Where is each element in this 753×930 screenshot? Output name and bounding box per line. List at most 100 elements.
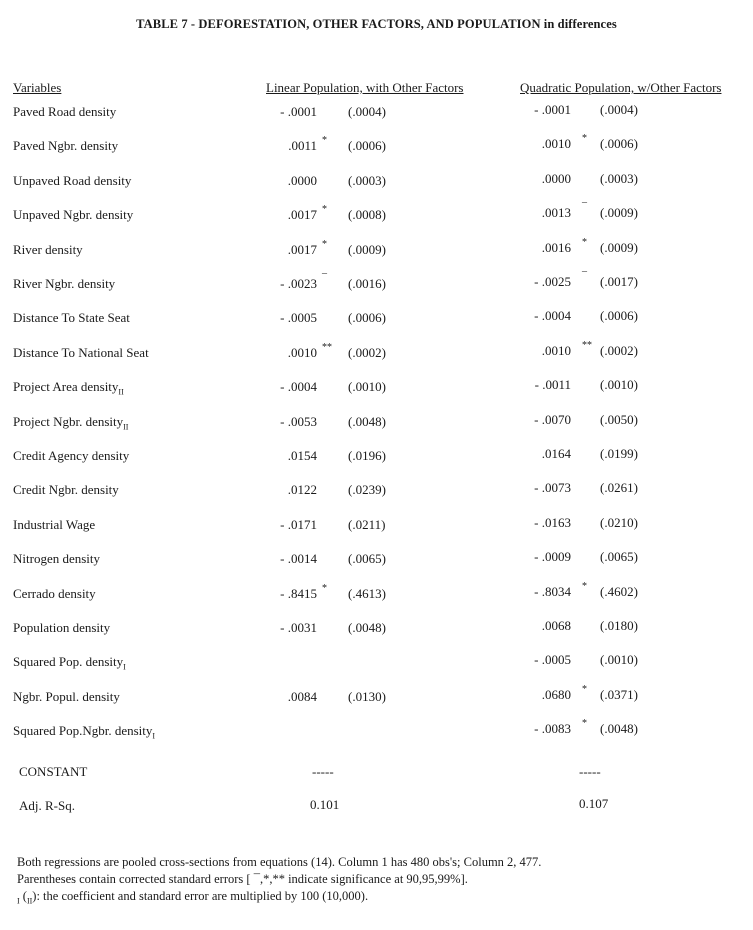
rsq-col1: 0.101: [310, 797, 340, 812]
variable-name: Industrial Wage: [13, 516, 96, 532]
variable-label: Squared Pop. densityI: [13, 654, 126, 672]
variable-label: River Ngbr. density: [13, 276, 115, 292]
col2-coefficient: - .0070: [534, 411, 571, 427]
variable-label: Nitrogen density: [13, 551, 100, 567]
col2-significance-marker: *: [582, 133, 587, 145]
col2-coefficient: - .8034: [534, 583, 571, 599]
col1-standard-error: (.0065): [348, 551, 386, 567]
col1-coefficient: - .0005: [280, 310, 317, 326]
variable-label: Ngbr. Popul. density: [13, 689, 120, 705]
col2-standard-error: (.0180): [600, 618, 638, 633]
col1-standard-error: (.0009): [348, 241, 386, 257]
col2-significance-marker: ¯: [582, 271, 587, 282]
col1-standard-error: (.0048): [348, 413, 386, 429]
col1-coefficient: - .0031: [280, 620, 317, 635]
col2-coefficient: .0013: [541, 205, 571, 221]
multiplier-subscript: I: [123, 662, 126, 672]
table-title: TABLE 7 - DEFORESTATION, OTHER FACTORS, …: [136, 17, 617, 31]
col2-standard-error: (.0065): [600, 549, 638, 565]
col1-coefficient: .0154: [287, 448, 317, 463]
footnote-1: Both regressions are pooled cross-sectio…: [17, 855, 542, 869]
col2-significance-marker: *: [582, 718, 587, 730]
col2-standard-error: (.0009): [600, 239, 638, 255]
col1-coefficient: - .0053: [280, 413, 317, 429]
multiplier-subscript: II: [123, 422, 129, 432]
col1-standard-error: (.0130): [348, 688, 386, 704]
col1-significance-marker: **: [322, 341, 332, 353]
col2-coefficient: .0016: [541, 239, 571, 255]
col1-coefficient: .0122: [287, 482, 317, 498]
col2-significance-marker: *: [582, 580, 587, 592]
col1-standard-error: (.0196): [348, 448, 386, 463]
col1-standard-error: (.0016): [348, 276, 386, 291]
col1-coefficient: - .0004: [280, 379, 317, 395]
col2-significance-marker: **: [582, 339, 592, 351]
col2-standard-error: (.4602): [600, 583, 638, 599]
constant-col2: -----: [579, 764, 601, 779]
col2-coefficient: - .0009: [534, 549, 571, 565]
footnote-sub-ii: II: [26, 896, 33, 906]
col1-significance-marker: *: [322, 238, 327, 250]
variable-label: Paved Road density: [13, 104, 116, 120]
header-linear-population: Linear Population, with Other Factors: [266, 80, 464, 95]
col1-coefficient: .0017: [287, 241, 317, 257]
col2-coefficient: .0068: [541, 618, 571, 633]
col1-coefficient: .0084: [287, 688, 317, 704]
multiplier-subscript: II: [118, 387, 124, 397]
constant-col1: -----: [312, 764, 334, 779]
col2-coefficient: .0010: [541, 136, 571, 152]
col1-significance-marker: *: [322, 204, 327, 216]
variable-name: River density: [13, 241, 83, 257]
col2-standard-error: (.0010): [600, 377, 638, 393]
variable-name: Paved Road density: [13, 104, 117, 119]
variable-name: Population density: [13, 620, 111, 635]
variable-name: Credit Ngbr. density: [13, 482, 119, 498]
rsq-col2: 0.107: [579, 796, 609, 811]
col1-coefficient: - .8415: [280, 585, 317, 601]
col1-standard-error: (.0239): [348, 482, 386, 498]
col2-standard-error: (.0009): [600, 205, 638, 221]
footnote-3-text: ): the coefficient and standard error ar…: [32, 889, 369, 903]
col2-coefficient: - .0083: [534, 721, 571, 737]
col2-standard-error: (.0006): [600, 308, 638, 324]
col2-standard-error: (.0004): [600, 102, 638, 117]
variable-label: Paved Ngbr. density: [13, 138, 118, 154]
col2-standard-error: (.0371): [600, 686, 638, 702]
col2-coefficient: - .0025: [534, 274, 571, 289]
col2-standard-error: (.0017): [600, 274, 638, 289]
col1-coefficient: - .0014: [280, 551, 317, 567]
variable-label: Squared Pop.Ngbr. densityI: [13, 723, 155, 741]
col2-significance-marker: ¯: [582, 202, 587, 214]
col1-coefficient: .0000: [287, 172, 317, 188]
variable-name: Distance To National Seat: [13, 344, 149, 360]
header-variables: Variables: [13, 80, 62, 95]
col1-coefficient: - .0171: [280, 516, 317, 532]
col2-coefficient: - .0011: [534, 377, 571, 393]
col2-coefficient: - .0001: [534, 102, 571, 117]
multiplier-subscript: I: [152, 731, 156, 741]
variable-name: Unpaved Road density: [13, 172, 132, 188]
col2-coefficient: - .0073: [534, 480, 571, 496]
variable-name: River Ngbr. density: [13, 276, 116, 291]
col2-standard-error: (.0050): [600, 411, 638, 427]
col2-standard-error: (.0261): [600, 480, 638, 496]
variable-label: Population density: [13, 620, 110, 636]
variable-label: Credit Agency density: [13, 448, 129, 464]
col2-coefficient: .0164: [541, 446, 571, 461]
variable-name: Squared Pop. density: [13, 654, 124, 670]
col2-standard-error: (.0199): [600, 446, 638, 461]
constant-label: CONSTANT: [19, 764, 88, 779]
col2-standard-error: (.0003): [600, 170, 638, 186]
col2-standard-error: (.0210): [600, 514, 638, 530]
col1-coefficient: .0010: [287, 344, 317, 360]
variable-label: Cerrado density: [13, 586, 96, 602]
variable-name: Distance To State Seat: [13, 310, 130, 326]
col2-significance-marker: *: [582, 683, 587, 695]
col2-standard-error: (.0010): [600, 652, 638, 668]
col1-standard-error: (.0010): [348, 379, 386, 395]
col1-coefficient: - .0001: [280, 104, 317, 119]
variable-name: Squared Pop.Ngbr. density: [13, 723, 153, 739]
col2-coefficient: - .0005: [534, 652, 571, 668]
col2-coefficient: - .0004: [534, 308, 571, 324]
variable-label: Distance To State Seat: [13, 310, 130, 326]
